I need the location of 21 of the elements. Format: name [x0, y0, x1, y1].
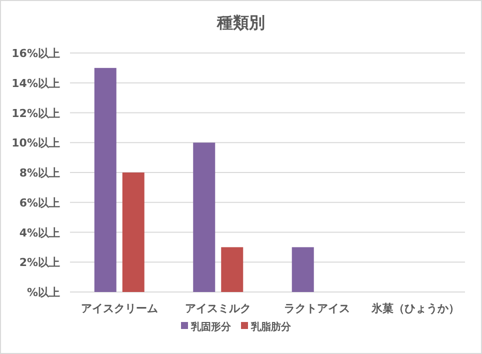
y-tick-label: 10%以上	[12, 136, 60, 150]
bar	[193, 142, 216, 292]
x-tick-label: アイスミルク	[185, 302, 252, 315]
legend-label: 乳脂肪分	[250, 321, 292, 333]
y-tick-label: 2%以上	[19, 256, 60, 270]
y-tick-label: 4%以上	[19, 226, 60, 240]
bar	[292, 247, 314, 292]
chart-title: 種類別	[216, 13, 265, 32]
y-tick-label: 8%以上	[19, 166, 60, 180]
x-tick-label: アイスクリーム	[80, 302, 158, 315]
y-tick-label: 16%以上	[12, 47, 60, 60]
y-tick-label: 14%以上	[12, 76, 60, 90]
x-tick-label: ラクトアイス	[284, 302, 350, 315]
x-tick-label: 氷菓（ひょうか）	[370, 302, 460, 315]
legend-label: 乳固形分	[190, 321, 232, 333]
bar	[122, 172, 144, 292]
y-tick-label: %以上	[26, 286, 60, 299]
bar	[221, 247, 244, 292]
y-tick-label: 6%以上	[19, 196, 60, 210]
y-tick-label: 12%以上	[12, 106, 60, 120]
bar	[94, 68, 116, 292]
